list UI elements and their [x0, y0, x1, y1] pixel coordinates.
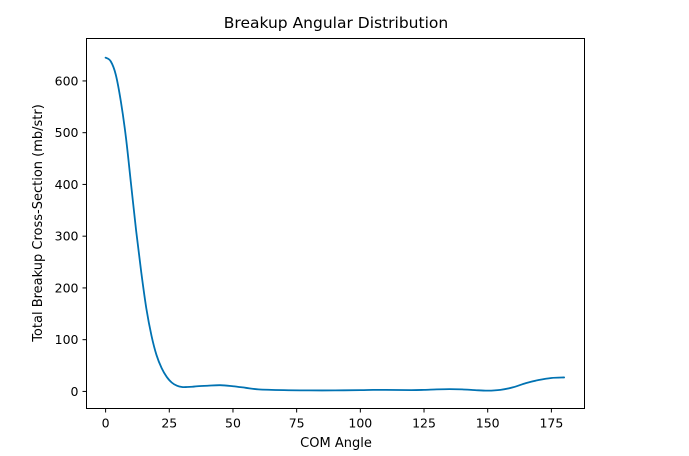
y-tick-label: 400 — [55, 177, 79, 192]
x-axis-label: COM Angle — [300, 436, 372, 451]
x-tick-label: 175 — [539, 416, 563, 431]
y-axis: 0 100 200 300 400 500 600 — [55, 73, 87, 399]
x-tick-label: 100 — [348, 416, 372, 431]
axes-frame — [86, 38, 585, 409]
y-tick-label: 200 — [55, 280, 79, 295]
y-tick-label: 500 — [55, 125, 79, 140]
x-axis: 0 25 50 75 100 125 150 175 — [102, 408, 563, 431]
x-tick-label: 25 — [161, 416, 177, 431]
y-tick-label: 300 — [55, 229, 79, 244]
y-axis-label: Total Breakup Cross-Section (mb/str) — [31, 104, 46, 343]
x-tick-label: 150 — [476, 416, 500, 431]
y-tick-label: 100 — [55, 332, 79, 347]
y-tick-label: 600 — [55, 73, 79, 88]
x-tick-label: 125 — [412, 416, 436, 431]
y-tick-label: 0 — [71, 384, 79, 399]
plot-area — [104, 56, 566, 392]
x-tick-label: 50 — [225, 416, 241, 431]
x-tick-label: 75 — [289, 416, 305, 431]
series-line — [104, 56, 566, 392]
chart-title: Breakup Angular Distribution — [224, 14, 448, 32]
x-tick-label: 0 — [102, 416, 110, 431]
